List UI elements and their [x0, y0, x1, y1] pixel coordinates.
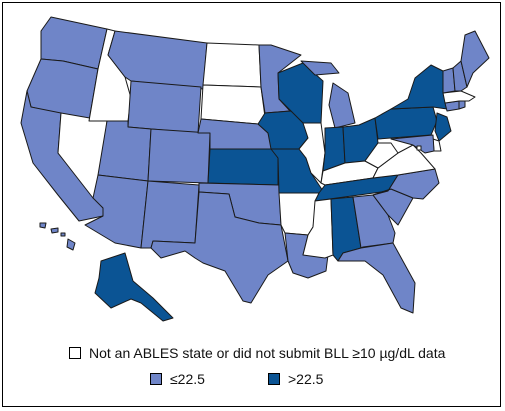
legend-item-low: ≤22.5 [150, 371, 205, 387]
legend-swatch-high [268, 373, 280, 385]
state-ks [207, 148, 279, 186]
state-ut [97, 120, 152, 182]
map-frame: Not an ABLES state or did not submit BLL… [2, 2, 501, 407]
state-nj [434, 112, 452, 142]
state-hi [39, 222, 76, 251]
legend-label-low: ≤22.5 [170, 371, 205, 387]
legend-label-high: >22.5 [288, 371, 324, 387]
state-ri [458, 100, 466, 110]
state-va [372, 144, 436, 179]
state-dc [416, 145, 422, 151]
state-nd [202, 42, 262, 88]
state-me [460, 30, 490, 88]
state-fl [337, 242, 416, 314]
legend-item-none: Not an ABLES state or did not submit BLL… [69, 345, 445, 361]
state-nm [140, 180, 200, 249]
state-nh [452, 60, 468, 92]
us-choropleth-map [20, 16, 490, 322]
state-ma [442, 90, 476, 104]
state-co [147, 128, 211, 184]
state-md [390, 134, 435, 154]
state-mi-upper [300, 60, 340, 76]
legend-swatch-none [69, 347, 81, 359]
state-ny [390, 64, 448, 110]
legend-label-none: Not an ABLES state or did not submit BLL… [89, 345, 446, 361]
state-ak [94, 252, 174, 322]
state-wv [364, 142, 399, 169]
state-pa [374, 106, 438, 140]
state-tx [150, 191, 289, 304]
legend-swatch-low [150, 373, 162, 385]
state-il [298, 122, 326, 184]
state-mi [328, 82, 356, 129]
state-sd [200, 84, 266, 125]
state-wy [127, 80, 202, 134]
legend-item-high: >22.5 [268, 371, 323, 387]
